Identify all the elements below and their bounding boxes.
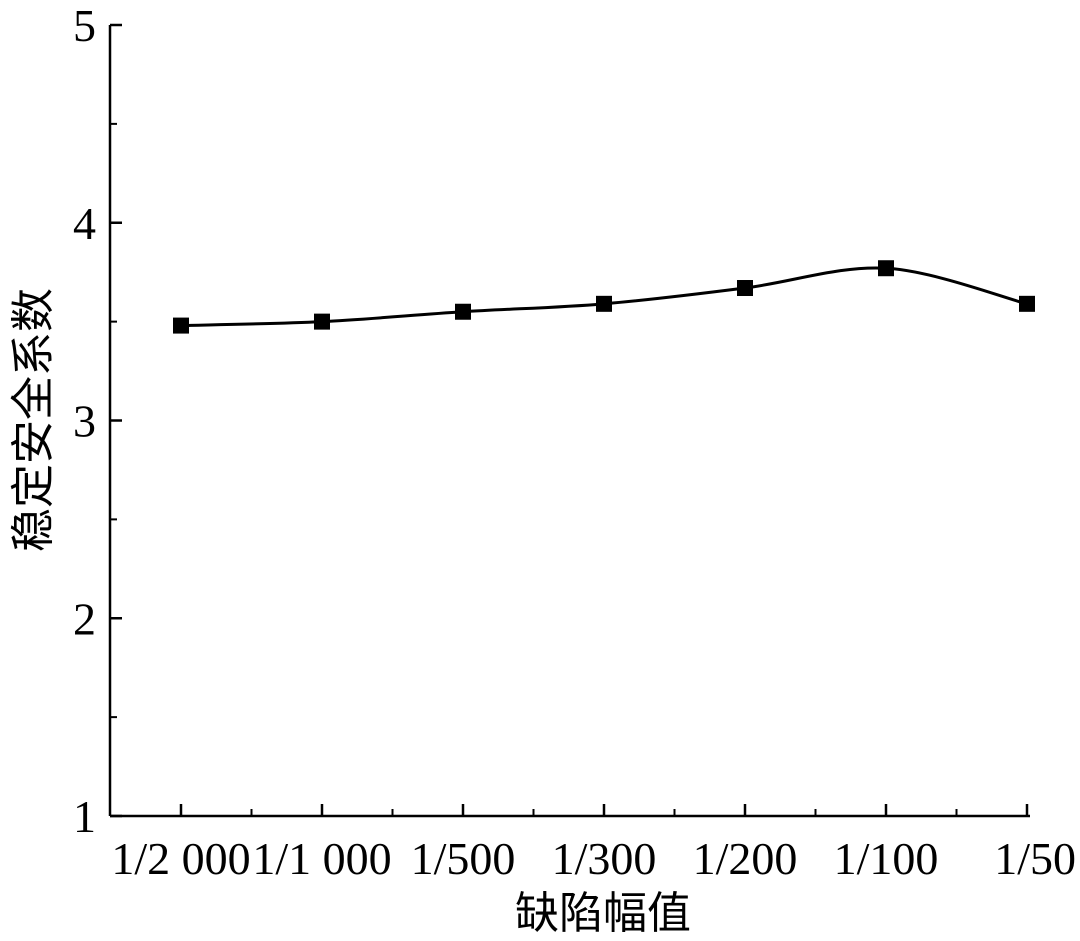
data-point bbox=[596, 295, 612, 312]
data-point bbox=[878, 260, 894, 277]
data-point bbox=[737, 280, 753, 297]
x-tick-label: 1/200 bbox=[693, 833, 798, 884]
x-tick-label: 1/1 000 bbox=[252, 833, 391, 884]
x-axis-title: 缺陷幅值 bbox=[515, 888, 691, 939]
y-tick-label: 5 bbox=[73, 0, 96, 51]
data-point bbox=[455, 303, 471, 320]
data-point bbox=[173, 317, 189, 334]
y-tick-label: 4 bbox=[73, 198, 96, 249]
x-tick-label: 1/2 000 bbox=[111, 833, 250, 884]
y-tick-label: 1 bbox=[73, 791, 96, 842]
y-axis-ticks: 1 2 3 4 5 bbox=[73, 0, 122, 842]
x-axis-ticks: 1/2 000 1/1 000 1/500 1/300 1/200 1/100 1/50 bbox=[111, 804, 1076, 884]
x-tick-label: 1/500 bbox=[411, 833, 516, 884]
x-tick-label: 1/300 bbox=[552, 833, 657, 884]
series-layer bbox=[173, 260, 1035, 334]
data-point bbox=[1019, 295, 1035, 312]
y-tick-label: 3 bbox=[73, 396, 96, 447]
data-point bbox=[314, 313, 330, 330]
axes bbox=[108, 25, 1030, 818]
y-tick-label: 2 bbox=[73, 593, 96, 644]
y-axis-title: 稳定安全系数 bbox=[8, 288, 59, 552]
x-tick-label: 1/50 bbox=[994, 833, 1076, 884]
x-tick-label: 1/100 bbox=[834, 833, 939, 884]
